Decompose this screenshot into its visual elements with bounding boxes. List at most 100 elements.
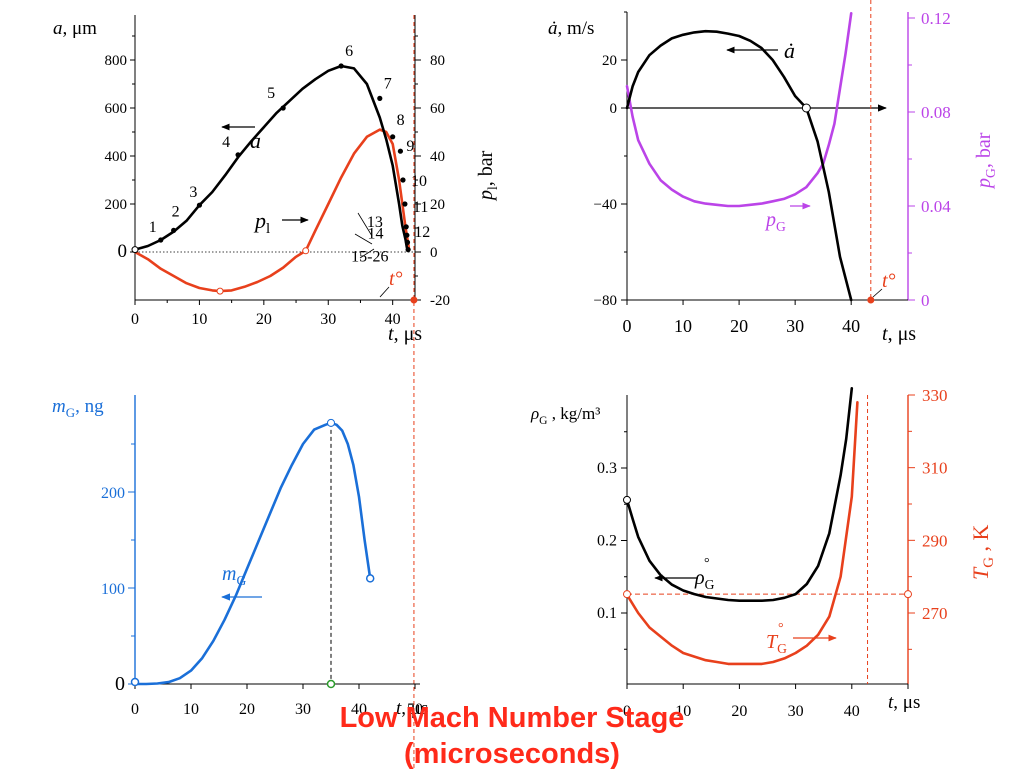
series-rho-g-line [625, 387, 854, 602]
x-axis-label: t, μs [882, 323, 916, 345]
x-tick-label: 0 [131, 701, 139, 718]
series-p-l-label: pl [253, 208, 270, 237]
series-m-g-label: mG [222, 563, 246, 588]
series-t-g-label: TG [766, 631, 787, 656]
series-m-g-end-point [365, 574, 375, 583]
y-tick-label-left: −80 [594, 293, 617, 309]
x-tick-label: 30 [320, 311, 336, 328]
t-star-leader [872, 288, 883, 298]
marker-label-1: 1 [149, 219, 157, 236]
x-tick-label: 30 [295, 701, 311, 718]
t-star-point [410, 296, 418, 304]
y-tick-label-left: −40 [594, 197, 617, 213]
x-tick-label: 20 [256, 311, 272, 328]
t-star-leader [379, 286, 390, 298]
marker-point-14 [404, 239, 411, 245]
series-p-g-label: pG [764, 209, 786, 234]
panel-d-gas-density: 0.1 0.2 0.3 270 290 310 330 0 10 20 30 40 ρG , kg/m³… [530, 386, 997, 720]
slide-title-line1: Low Mach Number Stage [339, 702, 685, 734]
x-tick-label: 30 [786, 316, 804, 336]
series-adot-line [625, 29, 853, 302]
marker-point-3 [196, 202, 203, 208]
x-tick-label: 20 [731, 703, 747, 720]
series-a-line [133, 64, 410, 253]
x-tick-label: 30 [788, 703, 804, 720]
y-tick-label-left: 0.2 [597, 533, 617, 550]
y-tick-label-left: 200 [105, 197, 128, 213]
t-star-label: t° [389, 268, 403, 290]
y-axis-left-label: a, μm [53, 18, 97, 39]
marker-point-10 [400, 177, 406, 183]
y-axis-left-label: mG, ng [52, 396, 104, 420]
series-adot-label: ȧ [784, 38, 795, 63]
slide-title: Low Mach Number Stage (microseconds) [212, 700, 812, 772]
y-tick-label-left: 20 [602, 53, 617, 69]
marker-point-11 [402, 201, 408, 207]
x-tick-label: 0 [623, 703, 631, 720]
y-tick-label-left: 600 [105, 101, 128, 117]
marker-point-5 [280, 105, 286, 111]
x-tick-label: 10 [191, 311, 207, 328]
t-star-point [867, 296, 875, 304]
series-adot-zero-point [801, 103, 811, 113]
x-tick-label: 0 [623, 316, 632, 336]
y-tick-label-left: 0 [118, 241, 128, 262]
series-a-start-point [131, 246, 139, 254]
y-tick-label-right: 330 [922, 386, 948, 405]
series-rho-g-start-point [623, 495, 631, 504]
y-tick-label-right: 270 [922, 604, 948, 623]
series-m-g-start-point [130, 677, 140, 687]
y-tick-label-right: 290 [922, 531, 948, 550]
series-m-g-peak-point [327, 418, 335, 427]
x-tick-label: 40 [385, 311, 401, 328]
x-tick-label: 20 [730, 316, 748, 336]
y-tick-label-left: 0.1 [597, 605, 617, 622]
y-tick-label-right: 0 [430, 245, 438, 261]
x-tick-label: 10 [674, 316, 692, 336]
x-tick-label: 0 [131, 311, 139, 328]
y-tick-label-right: 0.04 [921, 197, 951, 216]
marker-point-12 [403, 224, 409, 230]
marker-label-11: 11 [413, 199, 428, 216]
marker-label-15-26: 15-26 [351, 249, 388, 266]
leader-15-26 [359, 248, 375, 259]
y-tick-label-right: 20 [430, 197, 445, 213]
y-axis-right-label: pl, bar [475, 150, 500, 202]
marker-point-9 [397, 148, 404, 154]
marker-label-8: 8 [397, 112, 405, 129]
marker-point-6 [338, 63, 344, 69]
series-t-g-start-point [623, 590, 631, 599]
y-tick-label-left: 400 [105, 149, 128, 165]
y-tick-label-right: 60 [430, 101, 445, 117]
x-tick-label: 40 [351, 701, 367, 718]
series-m-g-line [133, 421, 372, 686]
x-tick-label: 10 [183, 701, 199, 718]
leader-13 [357, 212, 373, 237]
marker-point-7 [377, 95, 383, 101]
series-rho-g-label: ρG [694, 567, 715, 592]
marker-point-8 [390, 134, 396, 140]
series-t-g-degree: ° [778, 621, 784, 636]
x-tick-label: 40 [842, 316, 860, 336]
y-tick-label-left: 200 [101, 485, 125, 502]
y-tick-label-left: 0 [610, 101, 618, 117]
x-tick-label: 10 [675, 703, 691, 720]
y-axis-right-label: pG, bar [973, 132, 998, 190]
y-tick-label-right: 80 [430, 53, 445, 69]
y-tick-label-right: 310 [922, 459, 948, 478]
panel-c-gas-mass: 0 100 200 0 10 20 30 40 50 mG, ng t, μs mG [52, 395, 428, 719]
series-a-label: a [250, 128, 261, 153]
y-tick-label-left: 0.3 [597, 460, 617, 477]
y-axis-left-label: ρG , kg/m³ [530, 404, 600, 427]
marker-label-4: 4 [222, 134, 230, 151]
leader-14 [354, 233, 373, 245]
y-tick-label-left: 100 [101, 581, 125, 598]
x-tick-label: 40 [844, 703, 860, 720]
x-tick-label: 20 [239, 701, 255, 718]
slide-title-line2: (microseconds) [404, 738, 620, 770]
y-axis-right-label: TG , K [968, 524, 997, 580]
x-tick-label: 50 [407, 701, 423, 718]
marker-label-13: 13 [367, 214, 383, 231]
